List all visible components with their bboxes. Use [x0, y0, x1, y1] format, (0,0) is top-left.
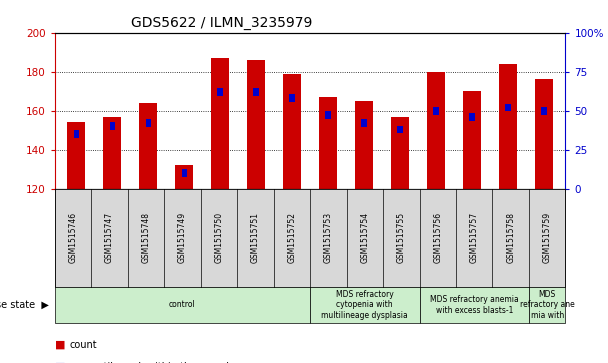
Text: GSM1515746: GSM1515746: [69, 212, 77, 263]
Bar: [254, 88, 259, 96]
Text: MDS refractory
cytopenia with
multilineage dysplasia: MDS refractory cytopenia with multilinea…: [322, 290, 408, 320]
Bar: [182, 169, 187, 177]
Text: disease state  ▶: disease state ▶: [0, 300, 49, 310]
Bar: [74, 130, 79, 138]
Text: MDS
refractory ane
mia with: MDS refractory ane mia with: [520, 290, 575, 320]
Text: GSM1515748: GSM1515748: [142, 212, 150, 263]
Bar: [289, 94, 295, 102]
Bar: [145, 119, 151, 127]
Text: GSM1515753: GSM1515753: [324, 212, 333, 263]
Text: GSM1515749: GSM1515749: [178, 212, 187, 263]
Text: GSM1515759: GSM1515759: [543, 212, 551, 263]
Text: GSM1515754: GSM1515754: [361, 212, 369, 263]
Bar: [283, 74, 301, 189]
Bar: [434, 107, 438, 115]
Bar: [427, 72, 445, 189]
Text: ■: ■: [55, 362, 65, 363]
Bar: [247, 60, 265, 189]
Bar: [218, 88, 223, 96]
Bar: [139, 103, 157, 189]
Bar: [355, 101, 373, 189]
Bar: [541, 107, 547, 115]
Bar: [463, 91, 481, 189]
Text: GDS5622 / ILMN_3235979: GDS5622 / ILMN_3235979: [131, 16, 313, 30]
Text: GSM1515751: GSM1515751: [251, 212, 260, 263]
Bar: [175, 166, 193, 189]
Text: ■: ■: [55, 340, 65, 350]
Bar: [397, 126, 402, 133]
Text: GSM1515750: GSM1515750: [215, 212, 223, 263]
Text: percentile rank within the sample: percentile rank within the sample: [70, 362, 235, 363]
Bar: [325, 111, 331, 119]
Bar: [103, 117, 121, 189]
Text: GSM1515758: GSM1515758: [506, 212, 515, 263]
Bar: [211, 58, 229, 189]
Bar: [67, 122, 85, 189]
Bar: [319, 97, 337, 189]
Bar: [109, 122, 115, 130]
Text: count: count: [70, 340, 97, 350]
Bar: [535, 79, 553, 189]
Bar: [499, 64, 517, 189]
Text: GSM1515757: GSM1515757: [470, 212, 478, 263]
Bar: [361, 119, 367, 127]
Bar: [391, 117, 409, 189]
Bar: [469, 113, 475, 121]
Text: GSM1515747: GSM1515747: [105, 212, 114, 263]
Bar: [505, 104, 511, 111]
Text: GSM1515752: GSM1515752: [288, 212, 296, 263]
Text: MDS refractory anemia
with excess blasts-1: MDS refractory anemia with excess blasts…: [430, 295, 519, 315]
Text: control: control: [169, 301, 196, 309]
Text: GSM1515756: GSM1515756: [434, 212, 442, 263]
Text: GSM1515755: GSM1515755: [397, 212, 406, 263]
